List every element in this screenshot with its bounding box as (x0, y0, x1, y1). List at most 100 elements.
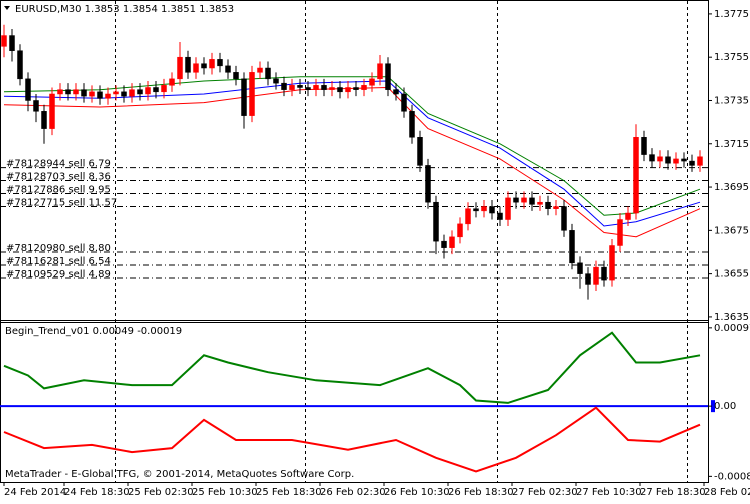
candle-body (65, 89, 71, 95)
order-label: #78116281 sell 6.54 (6, 256, 111, 267)
x-tick-label: 26 Feb 10:30 (384, 487, 450, 498)
x-tick-label: 27 Feb 10:30 (576, 487, 642, 498)
candle-body (625, 212, 631, 220)
candle-body (665, 156, 671, 164)
y-tick-label: 1.3755 (714, 52, 749, 63)
candle-body (353, 87, 359, 90)
candle-body (521, 197, 527, 203)
candle-body (33, 100, 39, 112)
candle-body (129, 89, 135, 97)
candle-body (97, 91, 103, 99)
candle-body (441, 240, 447, 248)
vertical-grid (115, 1, 688, 482)
y-tick-label: 1.3655 (714, 269, 749, 280)
candle-body (585, 273, 591, 285)
x-tick-label: 24 Feb 2014 (4, 487, 66, 498)
candle-body (601, 266, 607, 281)
candle-body (649, 154, 655, 162)
x-tick-label: 26 Feb 18:30 (448, 487, 514, 498)
candle-body (593, 266, 599, 285)
y-tick-label: 1.3635 (714, 312, 749, 323)
candle-body (641, 137, 647, 155)
candle-body (417, 137, 423, 166)
candle-body (681, 158, 687, 162)
candle-body (537, 201, 543, 205)
indicator-line (3, 86, 701, 238)
candle-body (553, 206, 559, 209)
candle-body (321, 85, 327, 90)
candle-body (473, 208, 479, 212)
x-tick-label: 26 Feb 02:30 (320, 487, 386, 498)
order-label: #78120980 sell 8.80 (6, 243, 111, 254)
candle-body (433, 201, 439, 242)
candle-body (265, 67, 271, 80)
candle-body (137, 89, 143, 95)
order-label: #78127886 sell 9.95 (6, 185, 111, 196)
order-label: #78109529 sell 4.89 (6, 269, 111, 280)
x-tick-label: 25 Feb 02:30 (128, 487, 194, 498)
y-tick-label: 0.00 (714, 401, 736, 412)
y-tick-label: 1.3715 (714, 139, 749, 150)
x-tick-label: 25 Feb 10:30 (192, 487, 258, 498)
candle-body (561, 206, 567, 231)
candle-body (57, 89, 63, 95)
order-label: #78128944 sell 6.79 (6, 159, 111, 170)
candle-body (489, 206, 495, 214)
candle-body (689, 160, 695, 166)
candle-body (297, 85, 303, 88)
indicator-title: Begin_Trend_v01 0.00049 -0.00019 (5, 326, 182, 337)
candle-body (505, 197, 511, 220)
candle-body (481, 206, 487, 212)
zero-label-box (711, 400, 715, 413)
candle-body (657, 156, 663, 162)
candle-body (673, 158, 679, 164)
candle-body (217, 59, 223, 67)
chart-title: EURUSD,M30 1.3853 1.3854 1.3851 1.3853 (15, 4, 234, 15)
candle-body (153, 87, 159, 93)
candle-body (145, 87, 151, 95)
candle-body (1, 35, 7, 47)
candle-body (633, 137, 639, 214)
x-tick-label: 24 Feb 18:30 (64, 487, 130, 498)
candle-body (49, 93, 55, 129)
candle-body (457, 223, 463, 238)
frame (0, 0, 709, 483)
candle-body (425, 165, 431, 203)
candle-body (337, 87, 343, 93)
candle-body (73, 89, 79, 95)
candle-body (569, 230, 575, 264)
candle-body (41, 111, 47, 129)
indicator-line (3, 80, 701, 227)
candle-body (281, 82, 287, 90)
plot-border (0, 0, 709, 483)
candle-body (17, 50, 23, 80)
candle-body (513, 197, 519, 203)
y-tick-label: 1.3675 (714, 225, 749, 236)
candle-body (9, 35, 15, 51)
candle-body (177, 56, 183, 80)
candle-body (393, 89, 399, 95)
candle-body (241, 78, 247, 116)
candle-body (329, 87, 335, 90)
candle-body (81, 89, 87, 97)
y-tick-label: 1.3735 (714, 95, 749, 106)
indicator-line (3, 331, 701, 404)
candle-body (257, 67, 263, 73)
y-tick-label: -0.00087 (714, 471, 750, 482)
candle-body (345, 87, 351, 93)
candle-body (377, 63, 383, 80)
candle-body (121, 91, 127, 97)
candle-body (401, 93, 407, 112)
candle-body (209, 59, 215, 69)
candle-body (361, 85, 367, 90)
order-label: #78128703 sell 8.36 (6, 172, 111, 183)
y-tick-label: 0.00097 (714, 323, 750, 334)
candle-body (449, 236, 455, 248)
candle-body (385, 63, 391, 90)
candle-body (249, 72, 255, 116)
collapse-arrow[interactable] (4, 6, 10, 10)
candle-body (161, 85, 167, 93)
footer: MetaTrader - E-Global TFG, © 2001-2014, … (5, 469, 354, 480)
candle-body (369, 78, 375, 86)
